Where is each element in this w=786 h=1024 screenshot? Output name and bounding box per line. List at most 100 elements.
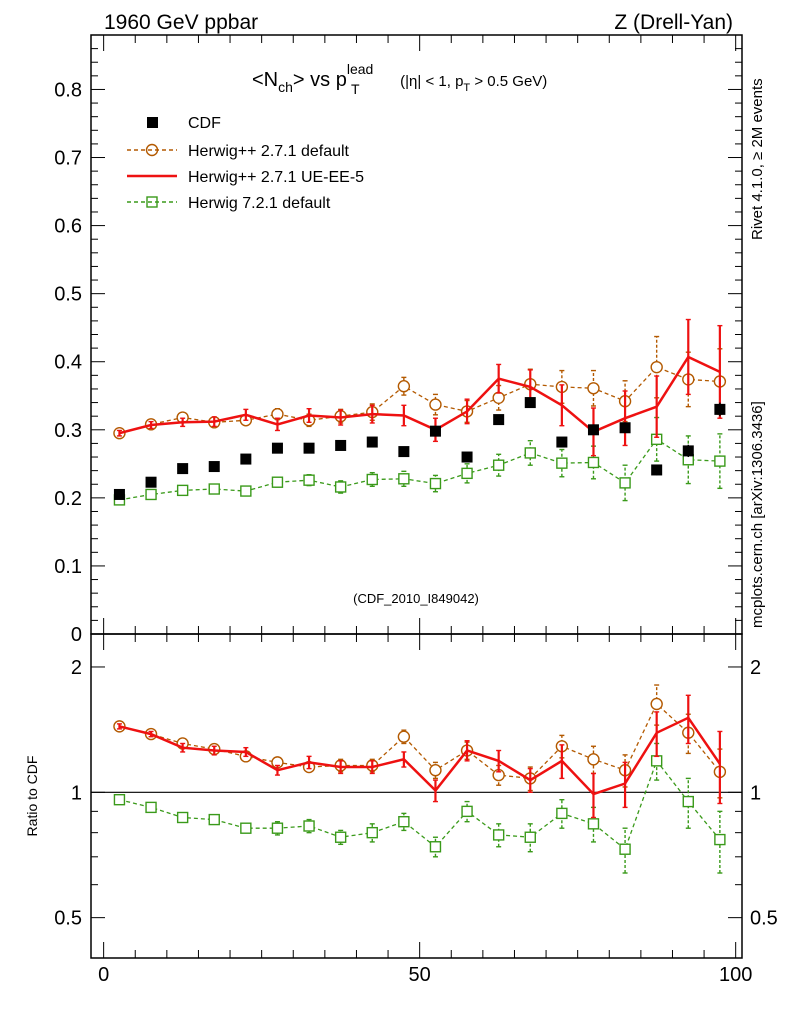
ratio-herwigpp-default-point [429,764,442,777]
main-cdf-point [335,439,347,451]
ratio-herwig7-point [682,795,694,808]
ratio-herwig7-point [113,793,126,806]
ratio-plot-frame [90,633,743,959]
ratio-herwig7-point [492,829,505,841]
main-herwig7-point [145,488,157,501]
ratio-herwig7-point [461,805,473,818]
main-cdf-point [208,461,220,473]
y-tick-label: 0.7 [54,148,82,170]
title-vs: > vs p [293,69,347,91]
ratio-tick-label-right: 2 [750,657,761,679]
main-herwigpp-default-point [492,391,505,405]
main-herwig7-point [240,485,252,497]
main-herwigpp-default-point [397,380,411,393]
main-cdf-point [587,424,599,436]
main-cdf-point [145,476,157,488]
main-cdf-point [714,403,726,415]
main-cdf-point [177,463,189,475]
ratio-herwigpp-default-point [587,753,600,766]
mcplots-label: mcplots.cern.ch [arXiv:1306.3436] [749,401,766,628]
main-herwig7-point [524,447,536,459]
legend-marker-cdf [147,117,158,128]
y-tick-label: 0.2 [54,488,82,510]
title-n-sub: ch [278,79,293,95]
ratio-herwig7-point [714,833,726,846]
plot-marks: 0 0.1 0.2 0.3 0.4 0.5 0.6 0.7 0.8 0 50 100 0.5 0.5 1 1 2… [54,34,778,986]
ratio-tick-label-right: 1 [750,782,761,804]
ratio-herwig7-point [303,820,315,832]
main-cdf-point [619,422,631,434]
main-herwig7-point [556,457,568,469]
main-herwigpp-default-point [650,360,663,374]
legend-marker-herwig7-default [146,196,158,208]
legend-entry-herwigpp-ueee5: Herwig++ 2.7.1 UE-EE-5 [127,169,364,186]
legend-label-herwigpp-ueee5: Herwig++ 2.7.1 UE-EE-5 [188,169,364,186]
ratio-herwig7-point [429,841,442,853]
legend-entry-herwig7-default: Herwig 7.2.1 default [127,195,331,212]
legend-entry-cdf: CDF [147,115,221,132]
x-tick-label: 0 [98,964,109,986]
ratio-tick-label-left: 0.5 [54,908,82,930]
main-herwig7-point [398,473,410,485]
main-herwig7-point [271,476,284,488]
title-cut-a: (|η| < 1, p [396,73,463,90]
legend-label-cdf: CDF [188,115,221,132]
main-herwig7-point [587,456,600,469]
main-herwig7-point [176,484,189,497]
legend-entry-herwigpp-default: Herwig++ 2.7.1 default [127,143,350,160]
main-cdf-point [682,445,694,457]
analysis-tag: (CDF_2010_I849042) [353,591,479,606]
y-tick-label: 0 [71,624,82,646]
y-tick-label: 0.6 [54,216,82,238]
ratio-herwig7-point [176,811,189,824]
legend-marker-herwigpp-default [145,143,159,157]
ratio-herwig7-point [524,831,536,843]
main-cdf-point [524,397,536,409]
x-tick-label: 100 [719,964,752,986]
ratio-herwigpp-default-point [650,697,663,711]
rivet-label: Rivet 4.1.0, ≥ 2M events [749,78,766,240]
main-cdf-point [366,436,378,448]
y-tick-label: 0.4 [54,352,82,374]
ratio-herwig7-point [619,843,631,855]
main-cdf-point [493,414,505,426]
ratio-herwig7-point [398,815,410,828]
ratio-tick-label-right: 0.5 [750,908,778,930]
ratio-herwig7-point [334,831,347,843]
title-n: <N [252,69,278,91]
title-cut-b: > 0.5 GeV) [470,73,547,90]
ratio-herwig7-point [556,807,568,820]
chart-title: <Nch> vs plead T (|η| < 1, pT > 0.5 GeV) [252,61,547,97]
main-cdf-point [271,442,283,454]
title-pt-sub: T [351,81,360,97]
collider-label: 1960 GeV ppbar [104,11,258,34]
main-herwig7-point [366,473,378,486]
main-herwig7-point [619,477,631,489]
ratio-herwig7-point [366,826,378,839]
main-herwigpp-default-point [587,382,600,395]
ratio-herwig7-point [145,801,157,814]
main-herwig7-point [714,455,726,467]
ratio-series-line [119,716,721,796]
legend: CDF Herwig++ 2.7.1 default Herwig++ 2.7.… [127,115,364,212]
process-label: Z (Drell-Yan) [614,11,733,34]
main-herwigpp-default-point [429,398,442,411]
ratio-ylabel: Ratio to CDF [24,756,40,837]
ratio-herwig7-point [271,822,284,834]
ratio-herwig7-point [208,813,220,826]
main-herwig7-point [303,474,315,486]
main-cdf-point [429,425,441,437]
x-tick-label: 50 [409,964,431,986]
ratio-herwig7-point [587,818,600,830]
main-cdf-point [303,442,315,454]
ratio-herwigpp-default-point [397,730,411,743]
main-cdf-point [651,464,663,476]
ratio-tick-label-left: 2 [71,657,82,679]
y-tick-label: 0.5 [54,284,82,306]
main-cdf-point [461,451,473,463]
main-herwig7-point [429,477,442,490]
main-herwig7-point [334,481,347,493]
main-cdf-point [556,436,568,448]
y-tick-label: 0.8 [54,79,82,101]
